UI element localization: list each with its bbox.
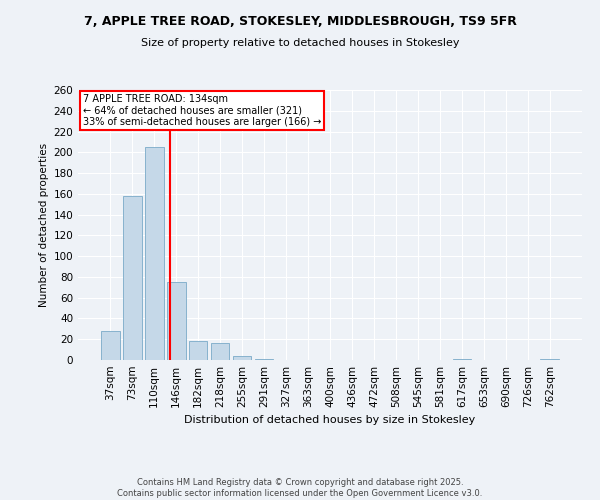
Bar	[101, 331, 119, 360]
Text: Contains HM Land Registry data © Crown copyright and database right 2025.
Contai: Contains HM Land Registry data © Crown c…	[118, 478, 482, 498]
Bar	[233, 356, 251, 360]
Bar	[145, 147, 164, 360]
X-axis label: Distribution of detached houses by size in Stokesley: Distribution of detached houses by size …	[184, 416, 476, 426]
Bar	[211, 344, 229, 360]
Bar	[123, 196, 142, 360]
Y-axis label: Number of detached properties: Number of detached properties	[39, 143, 49, 307]
Bar	[189, 342, 208, 360]
Text: 7 APPLE TREE ROAD: 134sqm
← 64% of detached houses are smaller (321)
33% of semi: 7 APPLE TREE ROAD: 134sqm ← 64% of detac…	[83, 94, 322, 127]
Text: 7, APPLE TREE ROAD, STOKESLEY, MIDDLESBROUGH, TS9 5FR: 7, APPLE TREE ROAD, STOKESLEY, MIDDLESBR…	[83, 15, 517, 28]
Bar	[541, 359, 559, 360]
Bar	[255, 359, 274, 360]
Bar	[167, 282, 185, 360]
Bar	[452, 359, 471, 360]
Text: Size of property relative to detached houses in Stokesley: Size of property relative to detached ho…	[141, 38, 459, 48]
